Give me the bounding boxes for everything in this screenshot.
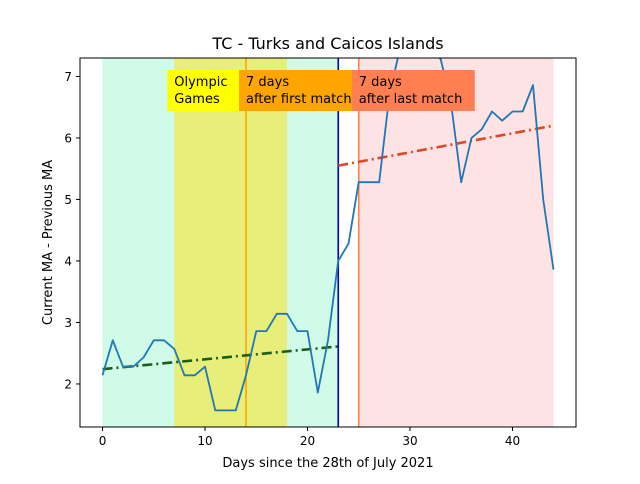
shaded-region-2: [358, 58, 554, 427]
annotation-box-0: [167, 70, 239, 111]
shaded-regions: [102, 58, 554, 427]
x-axis-label: Days since the 28th of July 2021: [222, 456, 433, 471]
annotation-text-0-0: Olympic: [174, 75, 227, 90]
vertical-lines: [245, 58, 360, 427]
annotation-box-1: [239, 70, 352, 111]
annotation-1: 7 days after first match: [239, 70, 352, 111]
shaded-region-1: [174, 58, 288, 427]
annotation-text-1-1: after first match: [246, 92, 352, 107]
trend-lines: [102, 124, 554, 371]
y-tick-label: 7: [64, 70, 72, 84]
y-axis: 2 3 4 5 6 7: [64, 70, 80, 391]
y-tick-label: 5: [64, 193, 72, 207]
annotation-box-2: [352, 70, 475, 111]
x-axis: 0 10 20 30 40: [99, 427, 520, 448]
x-tick-label: 40: [505, 434, 520, 448]
annotation-2: 7 days after last match: [352, 70, 475, 111]
y-tick-label: 4: [64, 254, 72, 268]
y-tick-label: 6: [64, 131, 72, 145]
annotation-0: Olympic Games: [167, 70, 239, 111]
annotation-text-1-0: 7 days: [246, 75, 289, 90]
plot-frame: [79, 57, 577, 428]
series-line-0: [101, 58, 555, 412]
annotation-text-0-1: Games: [174, 92, 220, 107]
annotation-text-2-0: 7 days: [359, 75, 402, 90]
x-tick-label: 10: [197, 434, 212, 448]
x-tick-label: 0: [99, 434, 107, 448]
y-axis-label: Current MA - Previous MA: [41, 160, 56, 325]
chart-title: TC - Turks and Caicos Islands: [211, 34, 443, 53]
data-series: [101, 58, 555, 412]
x-tick-label: 30: [402, 434, 417, 448]
x-tick-label: 20: [300, 434, 315, 448]
y-tick-label: 2: [64, 377, 72, 391]
y-tick-label: 3: [64, 316, 72, 330]
annotation-text-2-1: after last match: [359, 92, 463, 107]
trend-line-1: [338, 124, 554, 167]
